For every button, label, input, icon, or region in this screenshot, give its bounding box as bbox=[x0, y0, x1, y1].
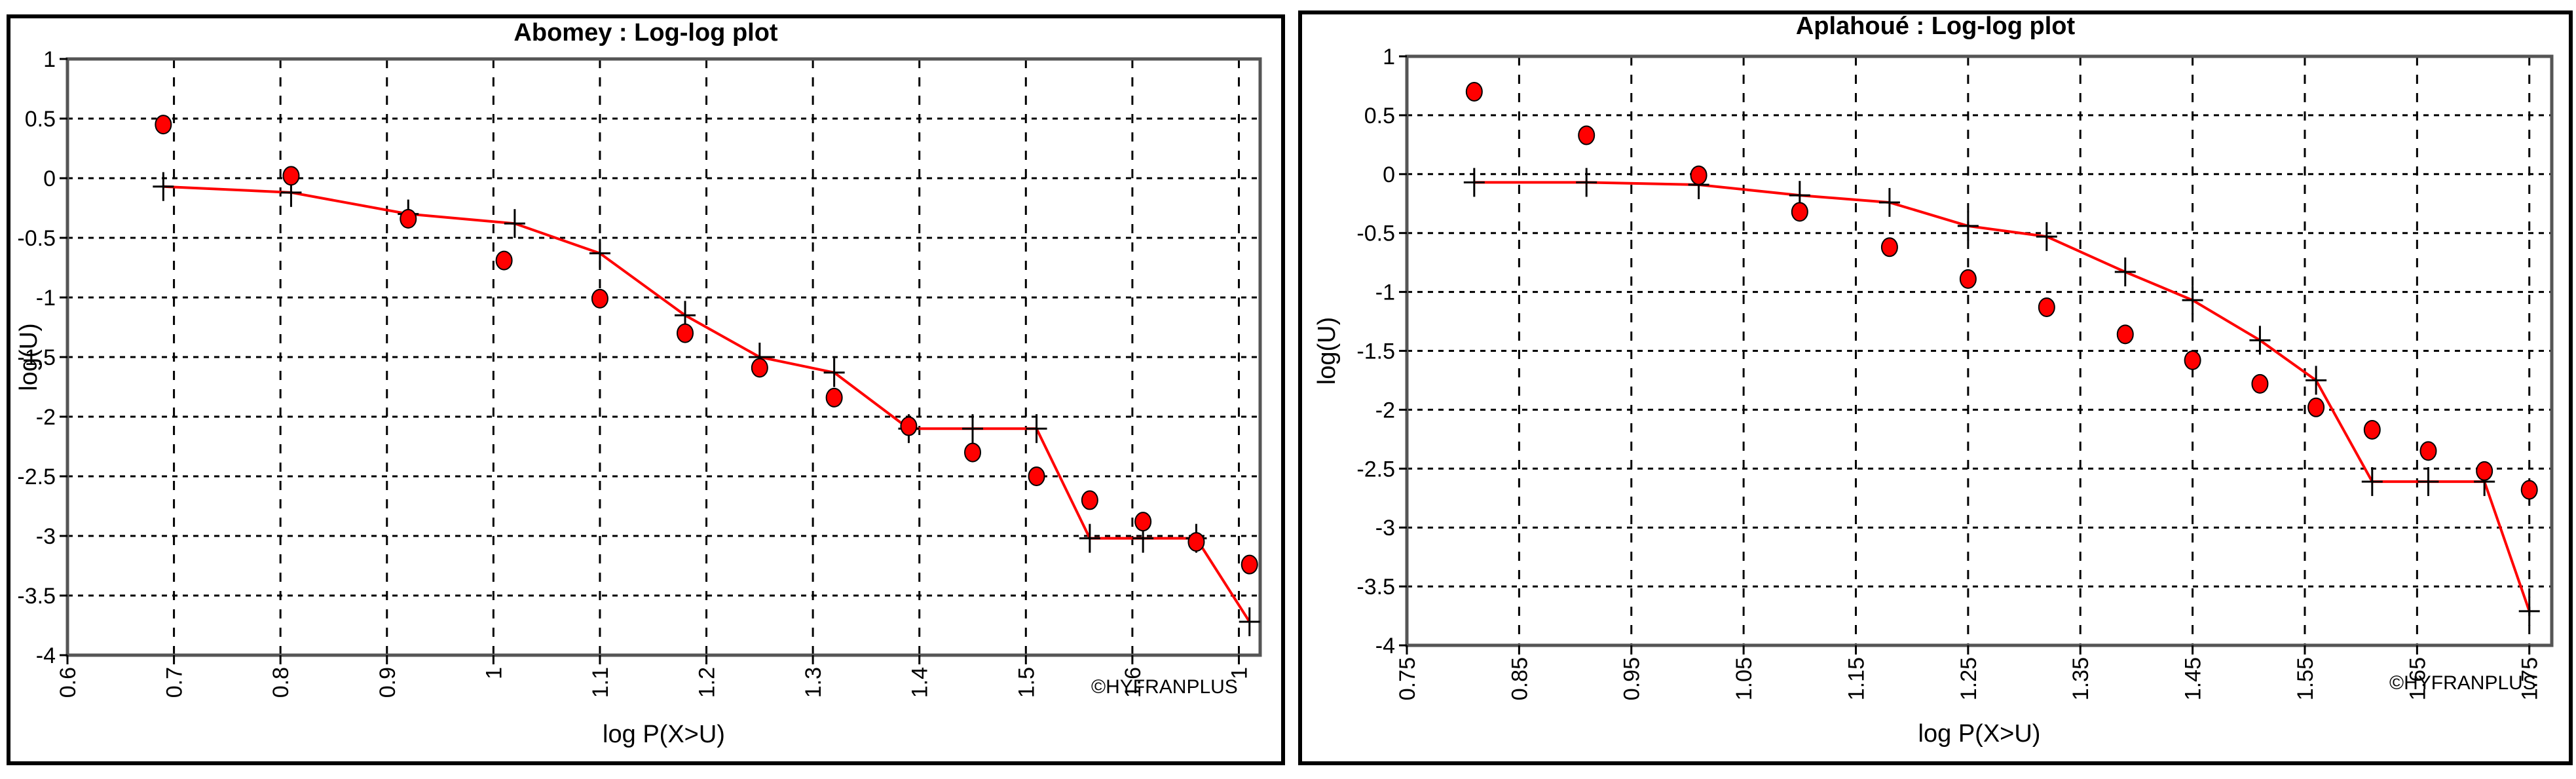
x-tick-label: 1.1 bbox=[588, 667, 613, 698]
y-tick-label: 1 bbox=[1383, 45, 1395, 69]
y-tick-label: -3.5 bbox=[1356, 575, 1395, 599]
observed-points bbox=[155, 115, 1258, 575]
data-point bbox=[964, 442, 982, 463]
hyfranplus-watermark: ©HYFRANPLUS bbox=[2389, 672, 2536, 694]
data-point bbox=[2419, 441, 2437, 461]
data-point bbox=[1081, 490, 1098, 510]
data-point bbox=[1028, 466, 1045, 486]
x-tick-label: 1.2 bbox=[695, 667, 720, 698]
x-tick-label: 1.15 bbox=[1844, 657, 1869, 700]
x-axis-label: log P(X>U) bbox=[1918, 720, 2041, 748]
x-tick-label: 1.65 bbox=[2405, 657, 2430, 700]
data-point bbox=[591, 288, 608, 309]
y-tick-label: -2 bbox=[36, 405, 56, 430]
fitted-line bbox=[1474, 181, 2531, 612]
y-tick-label: -2.5 bbox=[17, 465, 56, 489]
y-tick-label: -3 bbox=[1375, 516, 1395, 541]
x-axis-label: log P(X>U) bbox=[603, 721, 725, 748]
y-tick-label: 1 bbox=[43, 47, 56, 72]
y-tick-label: -1 bbox=[1375, 280, 1395, 305]
data-point bbox=[1465, 81, 1483, 102]
y-tick-label: -3 bbox=[36, 524, 56, 549]
y-tick-label: -2.5 bbox=[1356, 457, 1395, 482]
aplahoue-log-log-plot: Aplahoué : Log-log plot 1 0.5 0 -0.5 -1 -1.5 -2… bbox=[1313, 14, 2554, 748]
y-tick-label: -3.5 bbox=[17, 584, 56, 609]
y-tick-label: -4 bbox=[1375, 634, 1395, 658]
grid-lines bbox=[67, 58, 1260, 656]
x-tick-label: 1.4 bbox=[908, 667, 933, 698]
y-axis-label: log(U) bbox=[1313, 317, 1341, 385]
data-point bbox=[825, 387, 843, 408]
observed-points bbox=[1465, 81, 2538, 500]
data-point bbox=[1578, 125, 1596, 145]
data-point bbox=[2307, 397, 2325, 417]
data-point bbox=[2038, 297, 2055, 317]
y-tick-label: 0.5 bbox=[1364, 104, 1395, 128]
data-point bbox=[2520, 480, 2538, 500]
x-tick-label: 0.75 bbox=[1395, 657, 1420, 700]
data-point bbox=[1187, 532, 1205, 552]
x-tick-label: 1.25 bbox=[1956, 657, 1981, 700]
x-tick-label: 1.35 bbox=[2068, 657, 2093, 700]
abomey-chart-panel: Abomey : Log-log plot 1 0.5 0 -0.5 -1 -1.5 -2 -2… bbox=[7, 14, 1285, 765]
data-point bbox=[155, 115, 172, 135]
y-tick-label: -0.5 bbox=[17, 226, 56, 251]
y-tick-label: -2 bbox=[1375, 398, 1395, 423]
x-tick-label: 0.9 bbox=[375, 667, 400, 698]
x-tick-label: 1 bbox=[1227, 667, 1252, 679]
x-tick-label: 1.05 bbox=[1732, 657, 1757, 700]
fitted-markers bbox=[1463, 168, 2540, 626]
data-point bbox=[282, 166, 300, 186]
y-tick-label: 0 bbox=[43, 166, 56, 191]
data-point bbox=[2476, 461, 2493, 481]
x-tick-label: 0.95 bbox=[1620, 657, 1645, 700]
x-tick-label: 0.6 bbox=[56, 667, 81, 698]
x-tick-label: 1.5 bbox=[1014, 667, 1039, 698]
data-point bbox=[2363, 419, 2381, 440]
x-tick-label: 1.3 bbox=[801, 667, 826, 698]
y-tick-label: -1.5 bbox=[1356, 339, 1395, 364]
data-point bbox=[1690, 165, 1708, 185]
y-tick-label: -1 bbox=[36, 286, 56, 311]
x-tick-label: 0.85 bbox=[1507, 657, 1532, 700]
y-axis-label: log(U) bbox=[15, 323, 43, 390]
data-point bbox=[677, 323, 694, 343]
x-axis-ticks: 0.75 0.85 0.95 1.05 1.15 1.25 1.35 1.45 1.55 1.65… bbox=[1395, 645, 2543, 700]
data-point bbox=[2251, 373, 2269, 394]
y-axis-ticks: 1 0.5 0 -0.5 -1 -1.5 -2 -2.5 -3 -3.5 -4 bbox=[1356, 45, 1407, 658]
y-tick-label: 0.5 bbox=[25, 107, 56, 132]
y-axis-ticks: 1 0.5 0 -0.5 -1 -1.5 -2 -2.5 -3 -3.5 -4 bbox=[17, 47, 67, 668]
data-point bbox=[2184, 350, 2201, 370]
aplahoue-chart-panel: Aplahoué : Log-log plot 1 0.5 0 -0.5 -1 -1.5 -2… bbox=[1298, 10, 2573, 765]
x-tick-label: 1.75 bbox=[2518, 657, 2543, 700]
abomey-log-log-plot: Abomey : Log-log plot 1 0.5 0 -0.5 -1 -1.5 -2 -2… bbox=[15, 19, 1262, 748]
y-tick-label: -4 bbox=[36, 643, 56, 668]
chart-title: Aplahoué : Log-log plot bbox=[1796, 14, 2076, 40]
x-tick-label: 0.7 bbox=[162, 667, 187, 698]
hyfranplus-watermark: ©HYFRANPLUS bbox=[1091, 676, 1238, 698]
x-tick-label: 0.8 bbox=[269, 667, 293, 698]
data-point bbox=[400, 208, 417, 229]
data-point bbox=[1791, 202, 1808, 222]
y-tick-label: 0 bbox=[1383, 162, 1395, 187]
x-tick-label: 1 bbox=[481, 667, 506, 679]
grid-lines bbox=[1407, 55, 2552, 647]
x-axis-ticks: 0.6 0.7 0.8 0.9 1 1.1 1.2 1.3 1.4 1.5 1.6 1 bbox=[56, 655, 1252, 698]
x-tick-label: 1.6 bbox=[1121, 667, 1146, 698]
data-point bbox=[900, 416, 918, 436]
y-tick-label: -0.5 bbox=[1356, 221, 1395, 246]
data-point bbox=[1880, 237, 1898, 257]
x-tick-label: 1.55 bbox=[2293, 657, 2318, 700]
data-point bbox=[1959, 269, 1977, 289]
chart-title: Abomey : Log-log plot bbox=[513, 19, 778, 47]
y-tick-label: -1.5 bbox=[17, 345, 56, 370]
data-point bbox=[1134, 512, 1152, 532]
data-point bbox=[751, 358, 768, 378]
data-point bbox=[2116, 324, 2134, 345]
data-point bbox=[495, 250, 513, 271]
x-tick-label: 1.45 bbox=[2181, 657, 2206, 700]
data-point bbox=[1241, 554, 1258, 575]
fitted-markers bbox=[153, 172, 1260, 637]
